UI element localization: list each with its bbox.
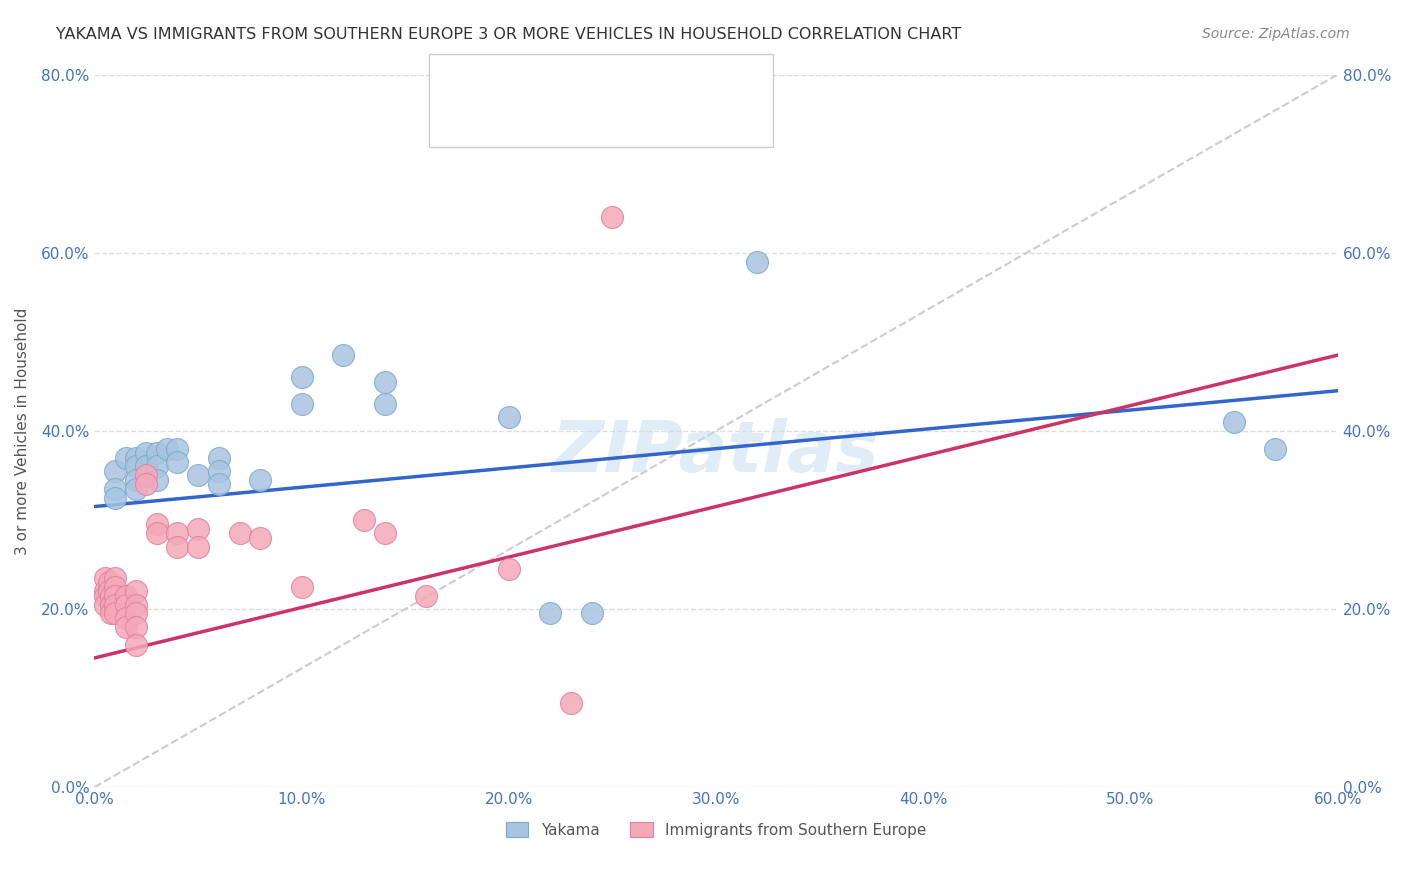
Point	[353, 513, 375, 527]
Point	[1223, 415, 1246, 429]
Point	[145, 459, 167, 474]
Point	[125, 584, 148, 599]
Point	[100, 607, 122, 621]
Point	[114, 589, 136, 603]
Point	[187, 468, 209, 483]
Point	[208, 477, 231, 491]
Point	[100, 589, 122, 603]
Y-axis label: 3 or more Vehicles in Household: 3 or more Vehicles in Household	[15, 307, 30, 555]
Point	[498, 410, 520, 425]
Point	[208, 450, 231, 465]
Point	[125, 607, 148, 621]
Point	[114, 598, 136, 612]
Text: 0.191: 0.191	[537, 70, 593, 88]
Point	[104, 571, 127, 585]
Point	[125, 482, 148, 496]
Point	[104, 607, 127, 621]
Point	[166, 540, 188, 554]
Point	[94, 598, 117, 612]
Point	[156, 442, 179, 456]
Point	[374, 526, 396, 541]
Point	[166, 526, 188, 541]
Text: 27: 27	[673, 70, 699, 88]
Point	[166, 442, 188, 456]
Point	[104, 464, 127, 478]
Point	[228, 526, 250, 541]
Point	[498, 562, 520, 576]
Point	[249, 531, 271, 545]
Bar	[443, 65, 475, 94]
Point	[560, 696, 582, 710]
Point	[187, 522, 209, 536]
Point	[145, 526, 167, 541]
Bar	[443, 107, 475, 136]
Point	[1264, 442, 1286, 456]
Point	[100, 598, 122, 612]
Point	[104, 598, 127, 612]
Text: R =: R =	[486, 112, 523, 130]
Point	[104, 482, 127, 496]
Point	[145, 517, 167, 532]
Text: 0.526: 0.526	[537, 112, 593, 130]
Point	[114, 611, 136, 625]
Point	[208, 464, 231, 478]
Text: YAKAMA VS IMMIGRANTS FROM SOUTHERN EUROPE 3 OR MORE VEHICLES IN HOUSEHOLD CORREL: YAKAMA VS IMMIGRANTS FROM SOUTHERN EUROP…	[56, 27, 962, 42]
Point	[747, 254, 769, 268]
Point	[249, 473, 271, 487]
Point	[98, 575, 121, 590]
Point	[104, 580, 127, 594]
Text: 34: 34	[673, 112, 699, 130]
Point	[125, 598, 148, 612]
Point	[125, 638, 148, 652]
Text: Source: ZipAtlas.com: Source: ZipAtlas.com	[1202, 27, 1350, 41]
Point	[581, 607, 603, 621]
Text: N =: N =	[623, 70, 659, 88]
Point	[94, 584, 117, 599]
Point	[135, 468, 157, 483]
Point	[538, 607, 561, 621]
Point	[125, 473, 148, 487]
Point	[145, 446, 167, 460]
Point	[135, 446, 157, 460]
Point	[114, 620, 136, 634]
Legend: Yakama, Immigrants from Southern Europe: Yakama, Immigrants from Southern Europe	[499, 815, 932, 844]
Point	[291, 397, 314, 411]
Point	[104, 491, 127, 505]
Point	[135, 477, 157, 491]
Point	[94, 571, 117, 585]
Point	[415, 589, 437, 603]
Point	[374, 375, 396, 389]
Point	[291, 370, 314, 384]
Point	[187, 540, 209, 554]
Text: N =: N =	[623, 112, 659, 130]
Point	[114, 450, 136, 465]
Point	[374, 397, 396, 411]
Point	[94, 589, 117, 603]
Point	[98, 584, 121, 599]
Point	[125, 450, 148, 465]
Point	[145, 473, 167, 487]
Point	[602, 210, 624, 224]
Text: ZIPatlas: ZIPatlas	[553, 417, 880, 487]
Point	[332, 348, 354, 362]
Point	[104, 589, 127, 603]
Point	[135, 459, 157, 474]
Point	[125, 459, 148, 474]
Text: R =: R =	[486, 70, 523, 88]
Point	[125, 620, 148, 634]
Point	[291, 580, 314, 594]
Point	[166, 455, 188, 469]
